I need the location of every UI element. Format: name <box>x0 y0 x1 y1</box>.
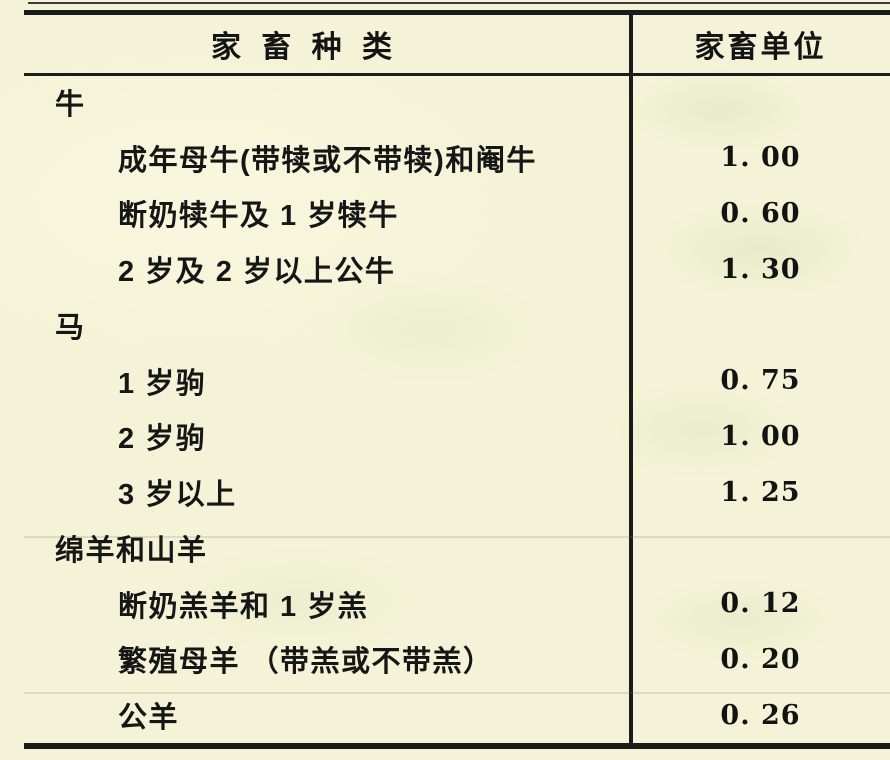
row-value: 0. 12 <box>720 588 801 620</box>
table-row-horse-group: 马 <box>0 297 890 353</box>
row-value: 0. 26 <box>720 699 801 731</box>
row-label: 成年母牛(带犊或不带犊)和阉牛 <box>118 144 537 177</box>
table-row: 繁殖母羊 （带羔或不带羔） 0. 20 <box>0 632 890 688</box>
row-label: 繁殖母羊 （带羔或不带羔） <box>118 646 494 679</box>
table-row: 成年母牛(带犊或不带犊)和阉牛 1. 00 <box>0 130 890 186</box>
table-row-sheep-goat-group: 绵羊和山羊 <box>0 520 890 576</box>
row-label: 2 岁及 2 岁以上公牛 <box>118 256 396 289</box>
row-label: 3 岁以上 <box>118 479 237 512</box>
table-row: 2 岁及 2 岁以上公牛 1. 30 <box>0 241 890 297</box>
table-row: 断奶羔羊和 1 岁羔 0. 12 <box>0 576 890 632</box>
row-label: 断奶犊牛及 1 岁犊牛 <box>118 200 399 233</box>
header-livestock-type: 家 畜 种 类 <box>210 31 398 64</box>
top-rule <box>24 10 890 15</box>
row-label: 1 岁驹 <box>118 367 207 400</box>
row-value: 1. 25 <box>720 476 801 508</box>
column-divider <box>629 10 633 749</box>
table-row-cattle-group: 牛 <box>0 74 890 130</box>
table-row: 3 岁以上 1. 25 <box>0 464 890 520</box>
row-value: 0. 75 <box>720 365 801 397</box>
row-label: 断奶羔羊和 1 岁羔 <box>118 590 369 623</box>
row-value: 0. 60 <box>720 197 801 229</box>
row-value: 1. 00 <box>720 142 801 174</box>
row-label: 马 <box>55 311 86 344</box>
row-value: 0. 20 <box>720 643 801 675</box>
header-rule <box>24 73 890 76</box>
table-body: 牛 成年母牛(带犊或不带犊)和阉牛 1. 00 断奶犊牛及 1 岁犊牛 0. 6… <box>0 74 890 743</box>
bottom-rule <box>24 743 890 749</box>
row-value: 1. 30 <box>720 253 801 285</box>
table-row: 2 岁驹 1. 00 <box>0 409 890 465</box>
header-livestock-unit: 家畜单位 <box>694 31 827 64</box>
row-label: 公羊 <box>118 702 180 735</box>
table-row: 公羊 0. 26 <box>0 687 890 743</box>
row-value: 1. 00 <box>720 420 801 452</box>
row-label: 绵羊和山羊 <box>55 534 208 567</box>
row-label: 牛 <box>55 88 86 121</box>
table-row: 1 岁驹 0. 75 <box>0 353 890 409</box>
table-row: 断奶犊牛及 1 岁犊牛 0. 60 <box>0 186 890 242</box>
row-label: 2 岁驹 <box>118 423 207 456</box>
top-outer-rule <box>28 2 890 4</box>
